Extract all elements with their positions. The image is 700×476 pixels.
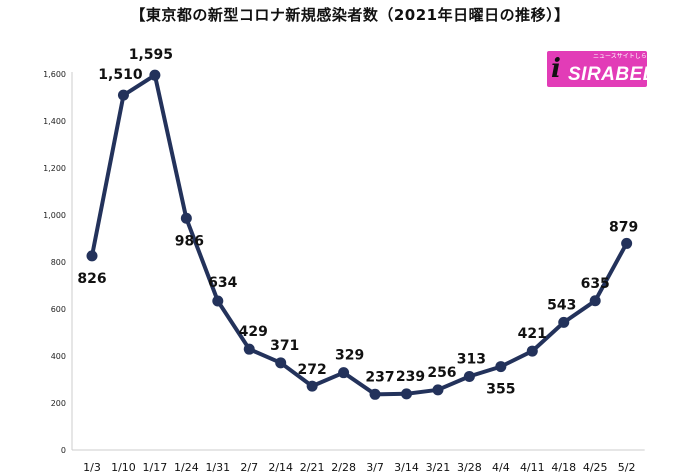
chart-title: 【東京都の新型コロナ新規感染者数（2021年日曜日の推移）】: [130, 6, 570, 24]
y-tick-label: 400: [51, 352, 66, 361]
data-point: [401, 388, 412, 400]
data-label: 272: [298, 362, 327, 378]
data-label: 313: [457, 351, 486, 367]
y-tick-label: 800: [51, 258, 66, 267]
x-tick-label: 3/7: [366, 461, 384, 474]
data-point: [589, 295, 601, 307]
data-label: 429: [239, 324, 268, 340]
data-label: 329: [335, 348, 364, 364]
data-point: [243, 343, 255, 355]
logo-wordmark: SIRABEE: [568, 64, 647, 85]
y-tick-label: 0: [61, 446, 66, 455]
data-point: [432, 384, 444, 396]
data-label: 986: [175, 233, 204, 249]
data-point: [558, 316, 570, 328]
x-tick-label: 5/2: [618, 461, 636, 474]
x-tick-label: 4/25: [583, 461, 608, 474]
data-point: [526, 345, 538, 357]
data-label: 371: [270, 338, 299, 354]
data-label: 421: [518, 326, 547, 342]
y-axis-ticks: 0 200 400 600 800 1,000 1,200 1,400 1,600: [43, 70, 66, 455]
chart-axes: [71, 72, 645, 451]
x-tick-label: 4/18: [551, 461, 576, 474]
data-label: 634: [208, 275, 237, 291]
data-label: 826: [77, 271, 106, 287]
y-tick-label: 200: [51, 399, 66, 408]
x-tick-label: 4/11: [520, 461, 545, 474]
y-tick-label: 600: [51, 305, 66, 314]
x-axis-ticks: 1/3 1/10 1/17 1/24 1/31 2/7 2/14 2/21 2/28 3/7 3/1…: [83, 461, 635, 474]
x-tick-label: 2/7: [240, 461, 258, 474]
y-tick-label: 1,400: [43, 117, 66, 126]
data-point: [369, 388, 381, 400]
x-tick-label: 2/14: [268, 461, 293, 474]
x-tick-label: 2/28: [331, 461, 356, 474]
y-tick-label: 1,000: [43, 211, 66, 220]
data-label: 237: [365, 369, 394, 385]
data-point: [117, 89, 129, 101]
x-tick-label: 1/24: [174, 461, 199, 474]
data-point: [149, 69, 161, 81]
data-point: [275, 357, 287, 369]
data-point: [621, 237, 633, 249]
x-tick-label: 3/14: [394, 461, 419, 474]
x-tick-label: 3/21: [426, 461, 451, 474]
logo-mark: i: [551, 54, 561, 84]
x-tick-label: 4/4: [492, 461, 510, 474]
data-label: 635: [581, 276, 610, 292]
data-point: [463, 370, 475, 382]
data-label: 1,595: [129, 47, 173, 63]
y-tick-label: 1,600: [43, 70, 66, 79]
data-point: [495, 361, 507, 373]
data-point: [86, 250, 98, 262]
x-tick-label: 1/3: [83, 461, 101, 474]
data-label: 355: [486, 382, 515, 398]
sirabee-logo: i SIRABEE ニュースサイトしらべぇ: [547, 51, 647, 87]
logo-tagline: ニュースサイトしらべぇ: [593, 53, 647, 60]
x-tick-label: 1/10: [111, 461, 136, 474]
data-point: [338, 367, 350, 379]
data-label: 543: [547, 297, 576, 313]
x-tick-label: 1/17: [143, 461, 168, 474]
series-line: [90, 73, 629, 397]
data-point: [212, 295, 224, 307]
data-label: 879: [609, 219, 638, 235]
data-point: [180, 212, 192, 224]
y-tick-label: 1,200: [43, 164, 66, 173]
data-label: 256: [427, 365, 456, 381]
data-label: 239: [396, 369, 425, 385]
x-tick-label: 3/28: [457, 461, 482, 474]
series-group: [86, 69, 633, 400]
data-point: [306, 380, 318, 392]
x-tick-label: 1/31: [205, 461, 230, 474]
data-label: 1,510: [98, 67, 143, 83]
x-tick-label: 2/21: [300, 461, 325, 474]
